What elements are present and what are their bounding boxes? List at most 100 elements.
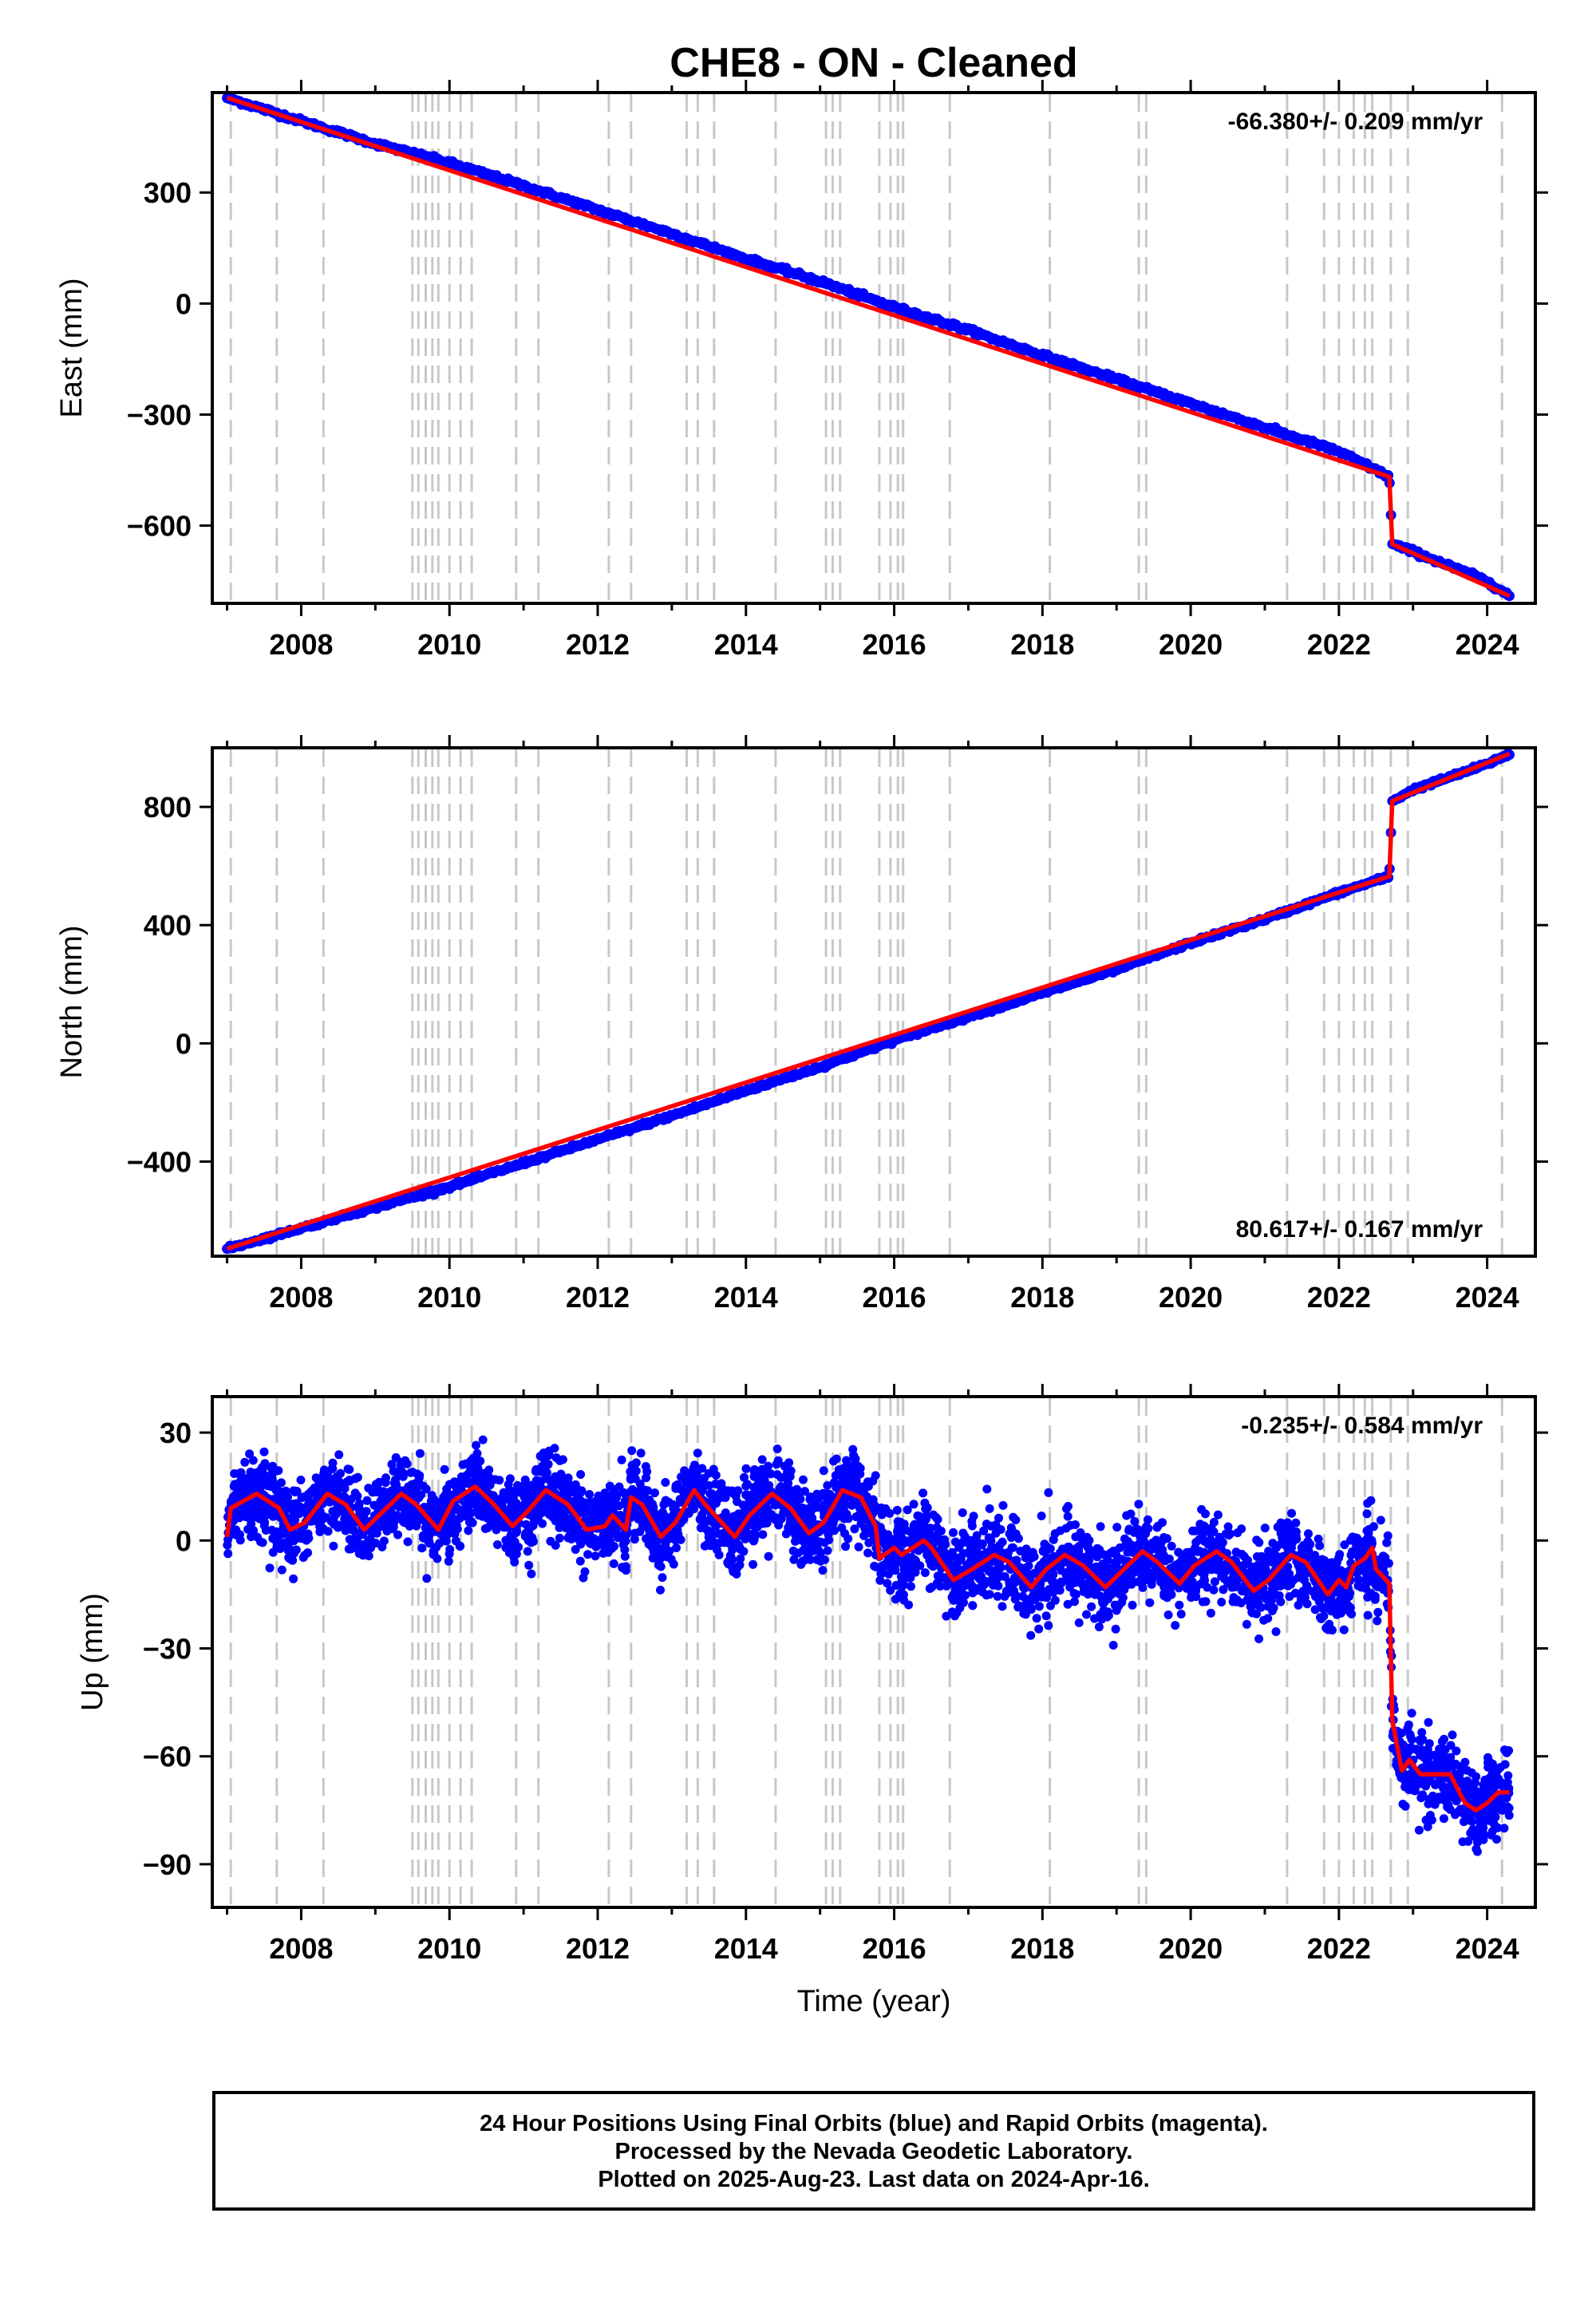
data-point xyxy=(532,1467,542,1476)
data-point xyxy=(609,1559,618,1568)
data-point xyxy=(1383,1531,1393,1540)
data-point xyxy=(512,1527,521,1536)
data-point xyxy=(982,1591,991,1600)
data-point xyxy=(1119,1579,1128,1588)
data-point xyxy=(1032,1614,1041,1623)
data-point xyxy=(478,1435,488,1445)
x-tick-label: 2010 xyxy=(417,628,481,661)
data-point xyxy=(1111,1624,1120,1634)
data-point xyxy=(1304,1529,1313,1539)
data-point xyxy=(1018,1591,1028,1601)
data-point xyxy=(300,1551,310,1560)
data-point xyxy=(1201,1597,1211,1607)
data-point xyxy=(297,1493,306,1503)
data-point xyxy=(1074,1618,1084,1627)
data-point xyxy=(1012,1555,1021,1565)
y-tick-label: −400 xyxy=(127,1145,192,1178)
data-point xyxy=(1037,1512,1046,1520)
data-point xyxy=(1407,1709,1416,1718)
data-point xyxy=(1254,1634,1264,1643)
data-point xyxy=(1440,1782,1449,1792)
data-point xyxy=(1217,1598,1227,1607)
data-point xyxy=(909,1500,918,1509)
event-lines xyxy=(229,749,1503,1255)
data-point xyxy=(1167,1541,1176,1551)
y-tick-label: 0 xyxy=(176,1027,192,1060)
data-point xyxy=(1340,1540,1349,1550)
data-point xyxy=(982,1484,992,1494)
data-point xyxy=(1034,1624,1044,1634)
data-point xyxy=(967,1516,977,1526)
panel-east: 2008 2010 2012 2014 2016 2018 2020 2022 20243000… xyxy=(55,80,1548,661)
data-point xyxy=(1176,1610,1186,1618)
x-tick-label: 2008 xyxy=(269,628,333,661)
x-tick-label: 2016 xyxy=(862,1281,926,1314)
data-point xyxy=(614,1482,624,1492)
data-point xyxy=(883,1579,892,1588)
data-point xyxy=(878,1528,887,1537)
x-tick-label: 2012 xyxy=(566,1281,630,1314)
data-point xyxy=(1353,1575,1363,1584)
data-point xyxy=(1435,1776,1444,1785)
data-point xyxy=(886,1586,895,1595)
y-axis-label: North (mm) xyxy=(55,925,89,1078)
data-point xyxy=(1446,1741,1456,1750)
data-point xyxy=(362,1496,372,1505)
data-point xyxy=(1123,1547,1132,1557)
data-point xyxy=(764,1551,773,1561)
x-tick-label: 2024 xyxy=(1456,1281,1519,1314)
data-point xyxy=(648,1553,658,1563)
data-point xyxy=(958,1528,968,1538)
data-point xyxy=(1175,1600,1184,1610)
data-point xyxy=(456,1472,466,1481)
data-point xyxy=(472,1448,482,1458)
data-point xyxy=(1009,1586,1018,1595)
x-tick-label: 2022 xyxy=(1307,1281,1371,1314)
data-point xyxy=(713,1529,723,1539)
x-tick-label: 2018 xyxy=(1010,628,1074,661)
data-point xyxy=(1163,1611,1173,1619)
data-point xyxy=(1483,1753,1492,1762)
data-point xyxy=(387,1460,397,1469)
data-point xyxy=(323,1527,333,1536)
y-tick-label: 0 xyxy=(176,287,192,320)
data-point xyxy=(223,1549,233,1559)
data-point xyxy=(1315,1541,1325,1551)
data-point xyxy=(998,1537,1007,1547)
data-point xyxy=(818,1566,828,1575)
data-point xyxy=(820,1538,829,1547)
data-point xyxy=(1104,1607,1113,1617)
data-point xyxy=(789,1555,799,1564)
data-point xyxy=(1071,1532,1080,1542)
data-point xyxy=(461,1459,471,1468)
data-point xyxy=(258,1538,267,1547)
x-tick-label: 2010 xyxy=(417,1281,481,1314)
panel-frame xyxy=(211,746,1537,1258)
data-point xyxy=(918,1488,928,1498)
data-point xyxy=(472,1441,480,1450)
data-point xyxy=(1362,1509,1372,1519)
data-point xyxy=(230,1469,239,1478)
data-point xyxy=(336,1468,345,1478)
data-point xyxy=(958,1508,967,1517)
y-tick-label: 800 xyxy=(144,791,192,824)
data-point xyxy=(1417,1728,1427,1737)
data-point xyxy=(868,1476,878,1486)
final-orbit-points xyxy=(223,1435,1514,1856)
data-point xyxy=(393,1530,402,1539)
data-point xyxy=(1366,1496,1376,1505)
data-point xyxy=(1223,1522,1233,1531)
x-tick-label: 2014 xyxy=(714,1281,778,1314)
data-point xyxy=(1094,1622,1104,1632)
data-point xyxy=(1363,1611,1373,1620)
data-point xyxy=(527,1569,536,1579)
data-point xyxy=(985,1504,994,1513)
data-point xyxy=(841,1542,851,1551)
plot-area xyxy=(223,1435,1514,1856)
data-point xyxy=(650,1488,659,1498)
data-point xyxy=(485,1480,495,1490)
data-point xyxy=(1504,1746,1514,1755)
data-point xyxy=(1145,1598,1155,1607)
data-point xyxy=(1063,1599,1073,1609)
